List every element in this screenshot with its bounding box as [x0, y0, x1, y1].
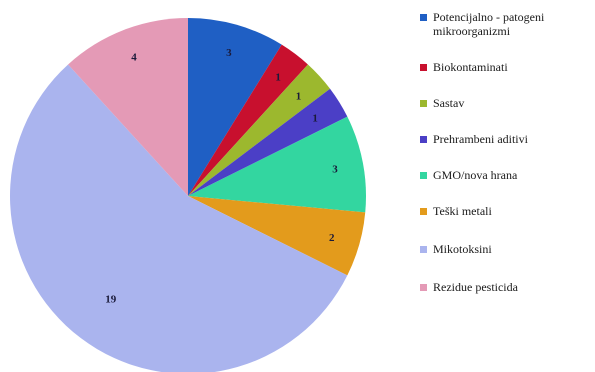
slice-value-label-prehrambeni-aditivi: 1 [312, 112, 318, 124]
legend-label: Prehrambeni aditivi [433, 132, 529, 146]
slice-value-label-potencijalno-patogeni-mikroorganizmi: 3 [226, 47, 232, 59]
legend-swatch [420, 208, 427, 215]
slice-value-label-biokontaminati: 1 [275, 72, 281, 84]
pie-slice-biokontaminati [188, 44, 308, 196]
legend-swatch [420, 14, 427, 21]
legend-item-sastav: Sastav [420, 96, 464, 110]
pie-slice-rezidue-pesticida [68, 18, 188, 196]
legend-label: Teški metali [433, 204, 492, 218]
slice-value-label-gmo-nova-hrana: 3 [332, 164, 338, 176]
legend-item-rezidue-pesticida: Rezidue pesticida [420, 280, 519, 294]
slice-value-label-teski-metali: 2 [329, 232, 335, 244]
legend-swatch [420, 172, 427, 179]
pie-slice-gmo-nova-hrana [188, 116, 366, 213]
slice-value-label-sastav: 1 [296, 90, 302, 102]
legend-item-biokontaminati: Biokontaminati [420, 60, 508, 74]
pie-slices [10, 18, 366, 372]
legend-label: Biokontaminati [433, 60, 508, 74]
legend-label: Rezidue pesticida [433, 280, 519, 294]
legend-item-teski-metali: Teški metali [420, 204, 492, 218]
legend: Potencijalno - patogeni mikroorganizmi Bio… [420, 10, 545, 294]
legend-swatch [420, 136, 427, 143]
legend-item-potencijalno-patogeni-mikroorganizmi: Potencijalno - patogeni mikroorganizmi [420, 10, 545, 38]
legend-label: Mikotoksini [433, 242, 492, 256]
legend-item-mikotoksini: Mikotoksini [420, 242, 492, 256]
pie-slice-sastav [188, 64, 331, 197]
legend-label: Sastav [433, 96, 464, 110]
legend-item-gmo-nova-hrana: GMO/nova hrana [420, 168, 518, 182]
pie-slice-prehrambeni-aditivi [188, 88, 348, 196]
pie-slice-potencijalno-patogeni-mikroorganizmi [188, 18, 282, 196]
legend-label: GMO/nova hrana [433, 168, 518, 182]
legend-item-prehrambeni-aditivi: Prehrambeni aditivi [420, 132, 529, 146]
legend-swatch [420, 100, 427, 107]
pie-slice-mikotoksini [10, 64, 348, 372]
slice-value-label-rezidue-pesticida: 4 [131, 52, 137, 64]
pie-slice-teski-metali [188, 196, 366, 276]
legend-swatch [420, 246, 427, 253]
legend-swatch [420, 64, 427, 71]
legend-label: Potencijalno - patogeni mikroorganizmi [433, 10, 545, 38]
legend-swatch [420, 284, 427, 291]
slice-value-label-mikotoksini: 19 [105, 293, 117, 305]
